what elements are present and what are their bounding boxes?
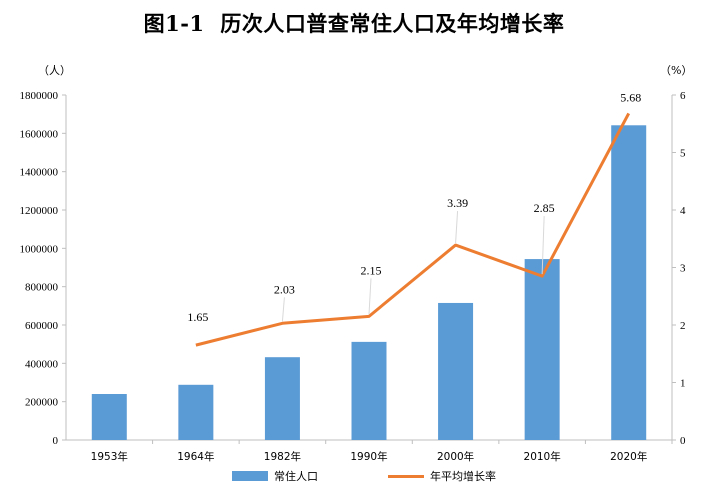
bar — [524, 259, 560, 440]
left-tick-label: 1200000 — [20, 205, 59, 217]
bar — [611, 125, 647, 441]
left-axis-unit: （人） — [38, 64, 71, 77]
chart-title-number: 图1-1 — [143, 11, 205, 36]
legend-swatch-bar — [232, 471, 268, 481]
legend-label-population: 常住人口 — [274, 470, 318, 483]
data-label: 3.39 — [447, 196, 468, 210]
left-tick-label: 1000000 — [20, 243, 59, 255]
data-label: 2.03 — [274, 282, 295, 296]
data-label-leader — [455, 211, 459, 244]
data-label: 1.65 — [187, 310, 208, 324]
data-label-leader — [368, 278, 372, 315]
growth-rate-line — [195, 112, 631, 347]
chart-title: 图1-1 历次人口普查常住人口及年均增长率 — [0, 8, 708, 38]
category-label: 1982年 — [264, 450, 301, 463]
right-tick-label: 2 — [680, 320, 686, 332]
category-label: 2020年 — [610, 450, 647, 463]
right-axis-unit: （%） — [660, 64, 693, 77]
bar — [264, 357, 300, 440]
bar — [351, 341, 387, 440]
category-label: 1964年 — [177, 450, 214, 463]
category-label: 2000年 — [437, 450, 474, 463]
left-tick-label: 1400000 — [20, 167, 59, 179]
data-label: 2.85 — [534, 201, 555, 215]
right-tick-label: 0 — [680, 435, 686, 447]
left-tick-label: 1800000 — [20, 90, 59, 102]
legend-label-growth: 年平均增长率 — [430, 470, 496, 483]
category-label: 2010年 — [524, 450, 561, 463]
bar — [91, 394, 127, 440]
left-tick-label: 200000 — [25, 397, 59, 409]
data-label-leader — [281, 297, 285, 322]
right-tick-label: 6 — [680, 90, 686, 102]
chart-title-text: 历次人口普查常住人口及年均增长率 — [220, 11, 565, 36]
left-tick-label: 600000 — [25, 320, 59, 332]
legend: 常住人口 年平均增长率 — [0, 468, 708, 488]
data-label-leader — [541, 216, 545, 275]
category-label: 1953年 — [91, 450, 128, 463]
legend-item-growth: 年平均增长率 — [388, 468, 496, 484]
left-tick-label: 800000 — [25, 282, 59, 294]
category-label: 1990年 — [350, 450, 387, 463]
left-tick-label: 0 — [53, 435, 59, 447]
left-tick-label: 1600000 — [20, 128, 59, 140]
legend-item-population: 常住人口 — [232, 468, 318, 484]
right-tick-label: 4 — [680, 205, 686, 217]
bar — [438, 302, 474, 440]
right-tick-label: 1 — [680, 378, 686, 390]
right-tick-label: 3 — [680, 263, 686, 275]
left-tick-label: 400000 — [25, 358, 59, 370]
right-tick-label: 5 — [680, 148, 686, 160]
bar — [178, 384, 214, 440]
data-label: 5.68 — [620, 90, 641, 104]
data-label: 2.15 — [361, 263, 382, 277]
legend-swatch-line — [388, 474, 424, 478]
